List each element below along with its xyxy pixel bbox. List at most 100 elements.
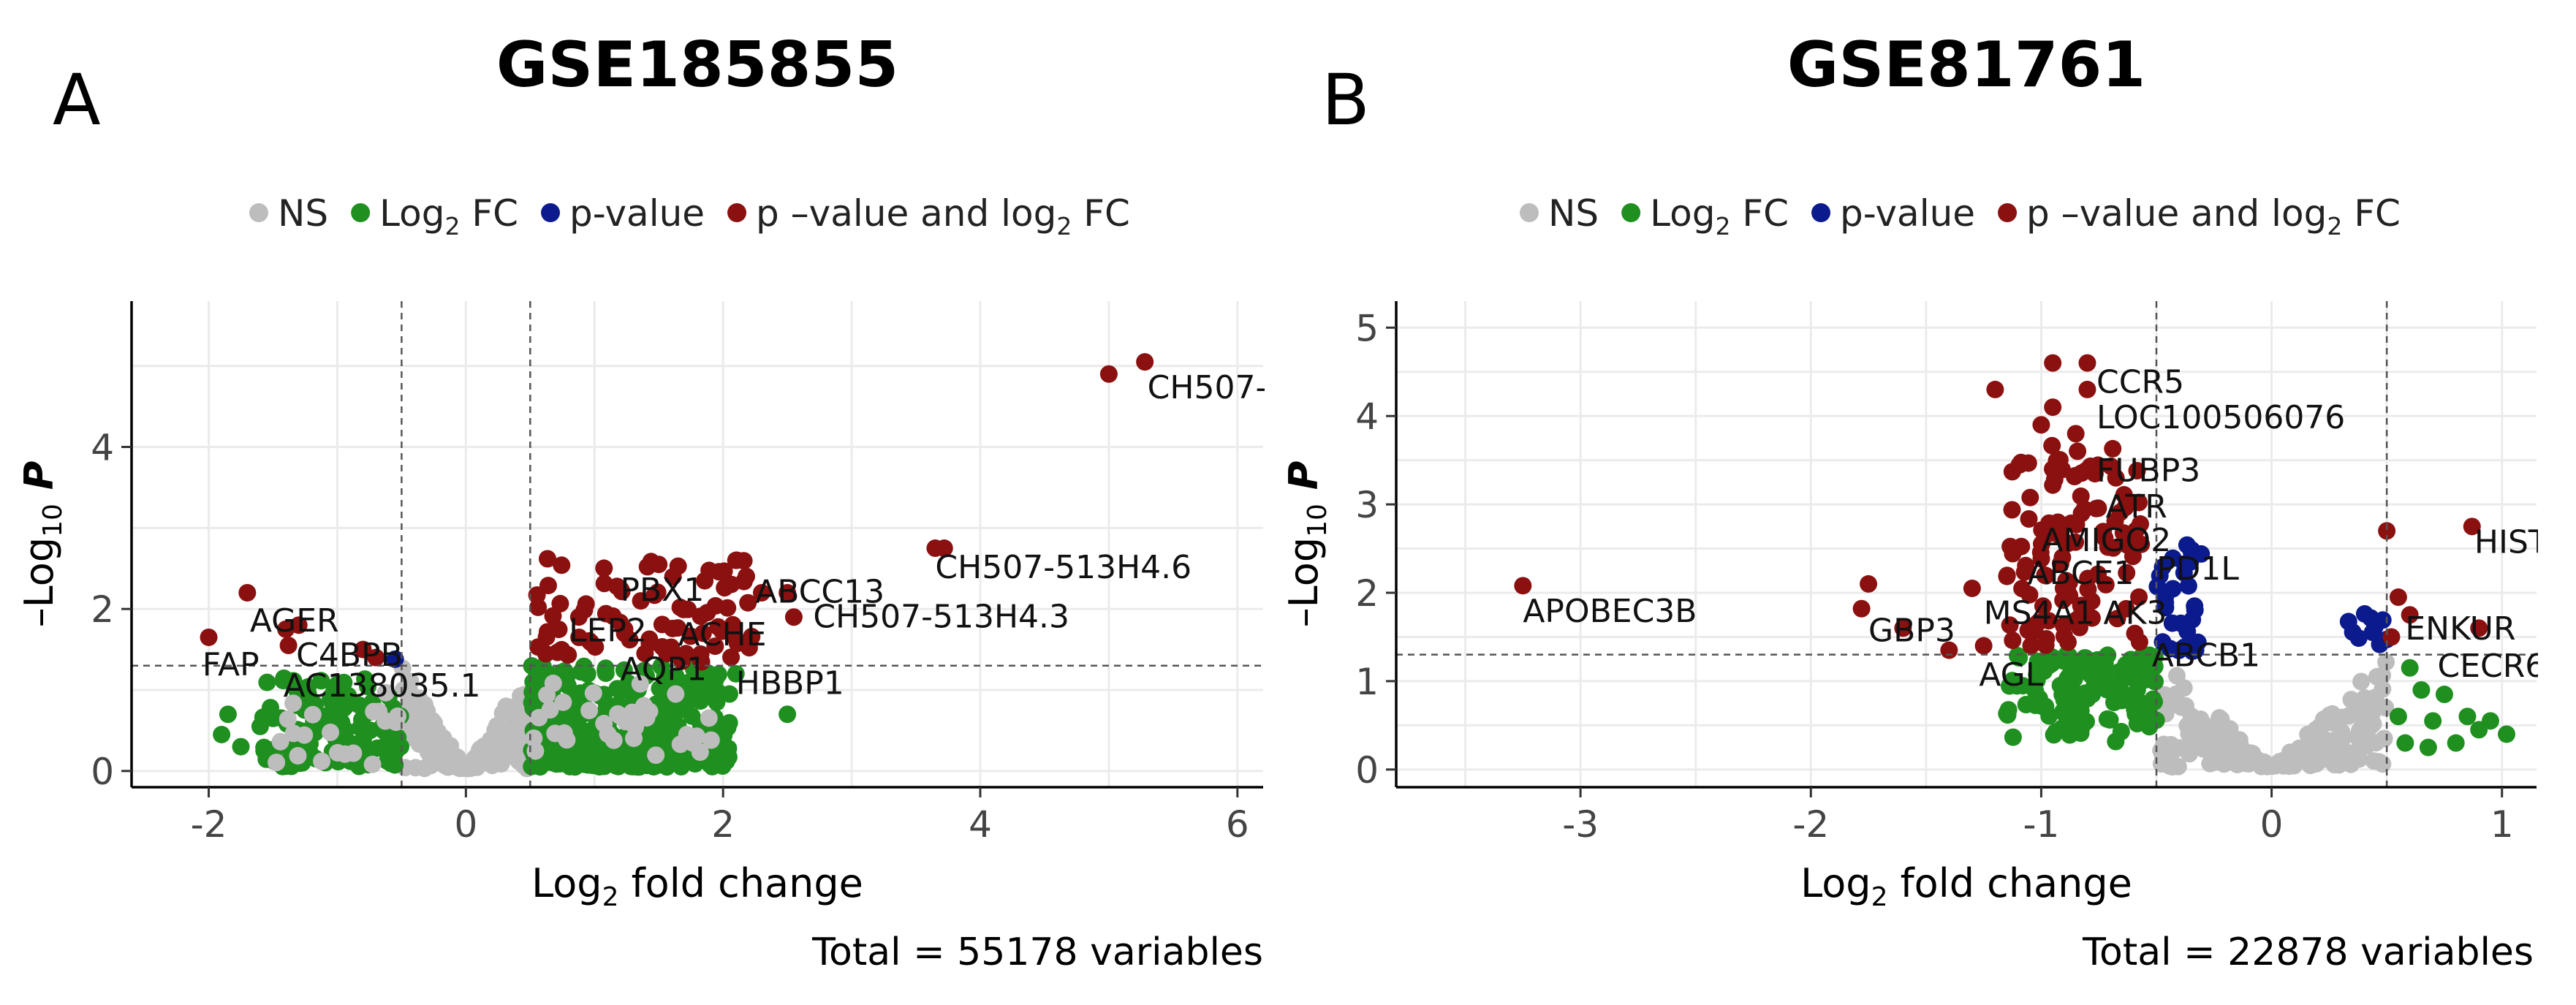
point-sig (1940, 641, 1958, 659)
text-span: 2 (1715, 212, 1730, 240)
gene-label: ABCB1 (2152, 637, 2260, 674)
point-sig (2118, 564, 2136, 582)
text-span: fold change (618, 860, 863, 906)
point-fc (667, 754, 685, 773)
point-fc (2419, 738, 2437, 756)
point-fc (2069, 662, 2088, 680)
point-fc (2053, 719, 2071, 737)
point-ns (2363, 704, 2382, 722)
point-p (2164, 580, 2182, 598)
point-sig (2378, 522, 2396, 540)
y-axis-label: –Log10 P (1281, 461, 1333, 628)
point-ns (2201, 754, 2219, 773)
point-ns (2169, 757, 2187, 775)
point-sig (1852, 599, 1871, 618)
point-sig (752, 584, 770, 602)
point-sig (706, 637, 724, 656)
point-sig (2004, 632, 2022, 650)
x-tick-label: -3 (1562, 803, 1599, 846)
point-ns (2330, 744, 2348, 762)
text-span: Log (1650, 192, 1715, 235)
point-p (2186, 597, 2204, 615)
point-fc (2037, 697, 2055, 716)
point-ns (2352, 672, 2371, 691)
point-sig (2389, 588, 2407, 607)
point-ns (544, 674, 562, 692)
point-sig (2470, 619, 2488, 637)
point-fc (2004, 728, 2022, 746)
point-ns (2368, 667, 2386, 686)
point-fc (779, 705, 797, 724)
point-sig (2032, 416, 2050, 434)
point-sig (553, 556, 571, 574)
point-sig (2130, 633, 2148, 651)
point-fc (2447, 734, 2465, 752)
point-sig (2115, 485, 2133, 504)
point-fc (2026, 682, 2045, 700)
text-span: FC (1072, 192, 1130, 235)
panel-letter: B (1322, 59, 1370, 141)
point-p (2183, 610, 2202, 629)
point-sig (1986, 380, 2004, 398)
legend-label: Log2 FC (379, 192, 518, 240)
point-sig (1860, 574, 1878, 593)
point-fc (2010, 649, 2028, 667)
axes (130, 301, 1263, 789)
point-ns (584, 684, 602, 702)
point-fc (2389, 708, 2407, 726)
point-fc (2118, 668, 2137, 686)
point-fc (2396, 734, 2414, 752)
gene-label: ABCE1 (2028, 555, 2134, 592)
point-sig (739, 593, 757, 612)
point-sig (2083, 609, 2101, 627)
point-fc (2096, 654, 2114, 672)
point-fc (727, 664, 745, 683)
point-ns (271, 732, 289, 751)
point-sig (200, 628, 218, 646)
text-span: 2 (444, 212, 460, 240)
point-sig (2039, 612, 2058, 630)
point-ns (667, 685, 685, 703)
point-p (2163, 614, 2181, 632)
point-sig (727, 551, 745, 569)
point-sig (2096, 575, 2115, 593)
gene-label: GBP3 (1868, 613, 1955, 650)
chart-title: GSE185855 (496, 29, 898, 102)
point-fc (285, 678, 303, 696)
point-fc (2146, 672, 2164, 691)
text-span: p –value and log (756, 192, 1056, 235)
text-span: Log (531, 860, 602, 906)
point-ns (486, 721, 504, 739)
point-fc (384, 740, 401, 759)
point-sig (2003, 501, 2021, 519)
point-ns (700, 709, 718, 727)
point-sig (2053, 548, 2072, 566)
point-sig (692, 645, 710, 663)
point-sig (2055, 627, 2073, 645)
legend-label: Log2 FC (1650, 192, 1789, 240)
total-caption: Total = 55178 variables (811, 930, 1263, 974)
point-sig (544, 607, 562, 625)
point-sig (289, 616, 308, 634)
point-sig (2078, 354, 2096, 372)
point-ns (376, 683, 395, 702)
gene-label: PBX1 (620, 572, 704, 609)
point-p (2349, 629, 2368, 648)
gene-label: LOC100506076 (2096, 399, 2345, 436)
point-ns (2377, 653, 2395, 671)
gene-label: FAP (202, 646, 260, 683)
point-sig (1998, 567, 2016, 585)
point-ns (2290, 739, 2308, 757)
point-sig (2067, 515, 2086, 534)
gene-label: PD1L (2156, 550, 2239, 588)
gene-label: HBBP1 (736, 665, 844, 702)
point-fc (251, 717, 269, 735)
x-tick-label: -2 (191, 803, 227, 846)
point-fc (588, 751, 607, 769)
point-ns (284, 694, 303, 713)
legend-marker (1811, 203, 1831, 222)
point-sig (2118, 536, 2136, 554)
gene-label: ATR (2106, 488, 2167, 526)
